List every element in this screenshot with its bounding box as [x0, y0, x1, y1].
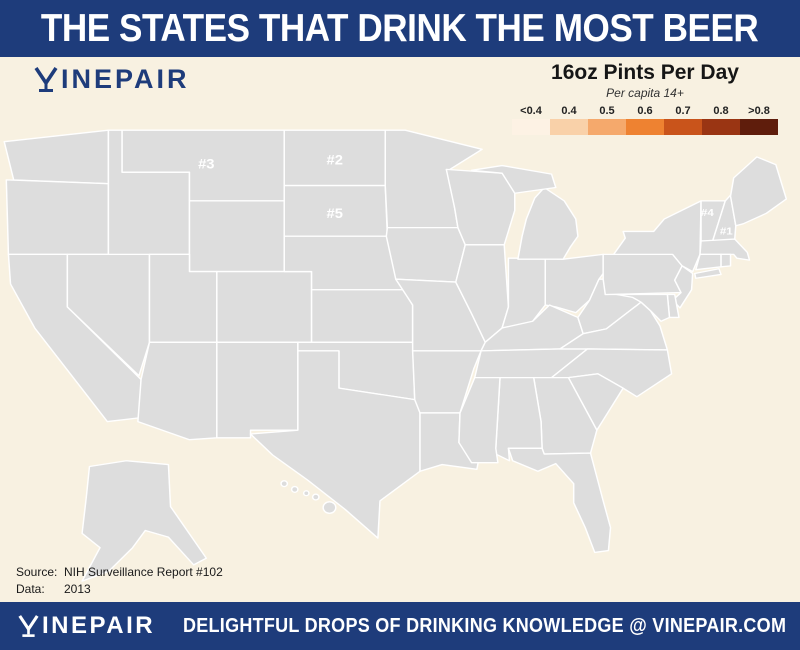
state-HI-island: [322, 501, 337, 514]
legend-bucket: 0.5: [588, 105, 626, 135]
legend-bucket-swatch: [702, 119, 740, 135]
legend-bucket-swatch: [740, 119, 778, 135]
state-OR: [5, 179, 110, 256]
rank-label-2: #2: [327, 152, 344, 167]
legend-title: 16oz Pints Per Day: [551, 61, 739, 84]
state-MD: [616, 293, 671, 322]
vinepair-wordmark: INEPAIR: [61, 64, 190, 94]
legend-subtitle: Per capita 14+: [606, 86, 684, 100]
state-ME: [729, 156, 788, 227]
legend-bucket-swatch: [664, 119, 702, 135]
wine-glass-icon: [18, 615, 39, 637]
legend-bucket: >0.8: [740, 105, 778, 135]
legend-bucket-swatch: [512, 119, 550, 135]
state-MI-upper: [470, 164, 557, 194]
state-WA: [3, 129, 110, 185]
state-HI-island: [302, 490, 310, 497]
state-MI-lower: [517, 186, 579, 260]
legend-bucket-label: 0.8: [713, 105, 729, 117]
state-FL: [507, 447, 612, 554]
state-CT: [695, 253, 722, 271]
state-AK: [81, 460, 208, 582]
footer-vinepair-logo: INEPAIR: [18, 614, 155, 638]
state-NM: [216, 341, 299, 439]
rank-label-1: #1: [720, 226, 733, 237]
source-line: Source: NIH Surveillance Report #102: [16, 564, 223, 581]
legend-bucket: 0.7: [664, 105, 702, 135]
state-RI: [720, 253, 732, 268]
page-title: THE STATES THAT DRINK THE MOST BEER: [41, 6, 759, 50]
source-value: NIH Surveillance Report #102: [64, 565, 223, 580]
legend-bucket: <0.4: [512, 105, 550, 135]
rank-label-5: #5: [327, 206, 344, 221]
legend-bucket: 0.4: [550, 105, 588, 135]
rank-label-4: #4: [701, 208, 715, 219]
state-TX: [249, 350, 421, 539]
state-HI-island: [311, 493, 320, 501]
data-label: Data:: [16, 582, 45, 597]
data-line: Data: 2013: [16, 581, 223, 598]
legend-bucket-label: <0.4: [520, 105, 542, 117]
legend-bucket-label: 0.7: [675, 105, 691, 117]
source-note: Source: NIH Surveillance Report #102 Data…: [16, 564, 223, 598]
state-NH: [711, 194, 737, 242]
footer-vinepair-wordmark: INEPAIR: [42, 612, 156, 639]
legend: 16oz Pints Per Day Per capita 14+ <0.4 0.…: [512, 61, 778, 135]
state-MS: [458, 376, 501, 464]
footer-tagline: DELIGHTFUL DROPS OF DRINKING KNOWLEDGE @…: [183, 614, 787, 637]
state-PA: [602, 253, 683, 296]
data-value: 2013: [64, 582, 91, 597]
legend-bucket-label: >0.8: [748, 105, 770, 117]
state-NY-long-island: [694, 268, 722, 279]
header-bar: THE STATES THAT DRINK THE MOST BEER: [0, 0, 800, 57]
state-IA: [385, 226, 466, 283]
legend-bucket: 0.6: [626, 105, 664, 135]
legend-bucket-swatch: [626, 119, 664, 135]
rank-label-3: #3: [198, 156, 215, 171]
state-HI-island: [280, 480, 289, 488]
state-AZ: [137, 341, 218, 441]
legend-bucket-swatch: [550, 119, 588, 135]
state-HI-island: [290, 485, 299, 493]
legend-bucket-label: 0.5: [599, 105, 615, 117]
state-KS: [310, 289, 414, 343]
vinepair-logo: INEPAIR: [34, 66, 190, 93]
source-label: Source:: [16, 565, 58, 580]
legend-scale: <0.4 0.4 0.5 0.6 0.7 0.8 >0.8: [512, 105, 778, 135]
main-canvas: INEPAIR 16oz Pints Per Day Per capita 14…: [0, 57, 800, 602]
wine-glass-icon: [34, 67, 58, 92]
state-CO: [216, 270, 313, 343]
legend-bucket-label: 0.4: [561, 105, 577, 117]
footer-bar: INEPAIR DELIGHTFUL DROPS OF DRINKING KNO…: [0, 602, 800, 650]
us-choropleth-map: #3 #2 #5 #4 #1: [3, 129, 788, 582]
legend-bucket-swatch: [588, 119, 626, 135]
legend-bucket-label: 0.6: [637, 105, 653, 117]
state-WY: [188, 200, 285, 273]
legend-bucket: 0.8: [702, 105, 740, 135]
